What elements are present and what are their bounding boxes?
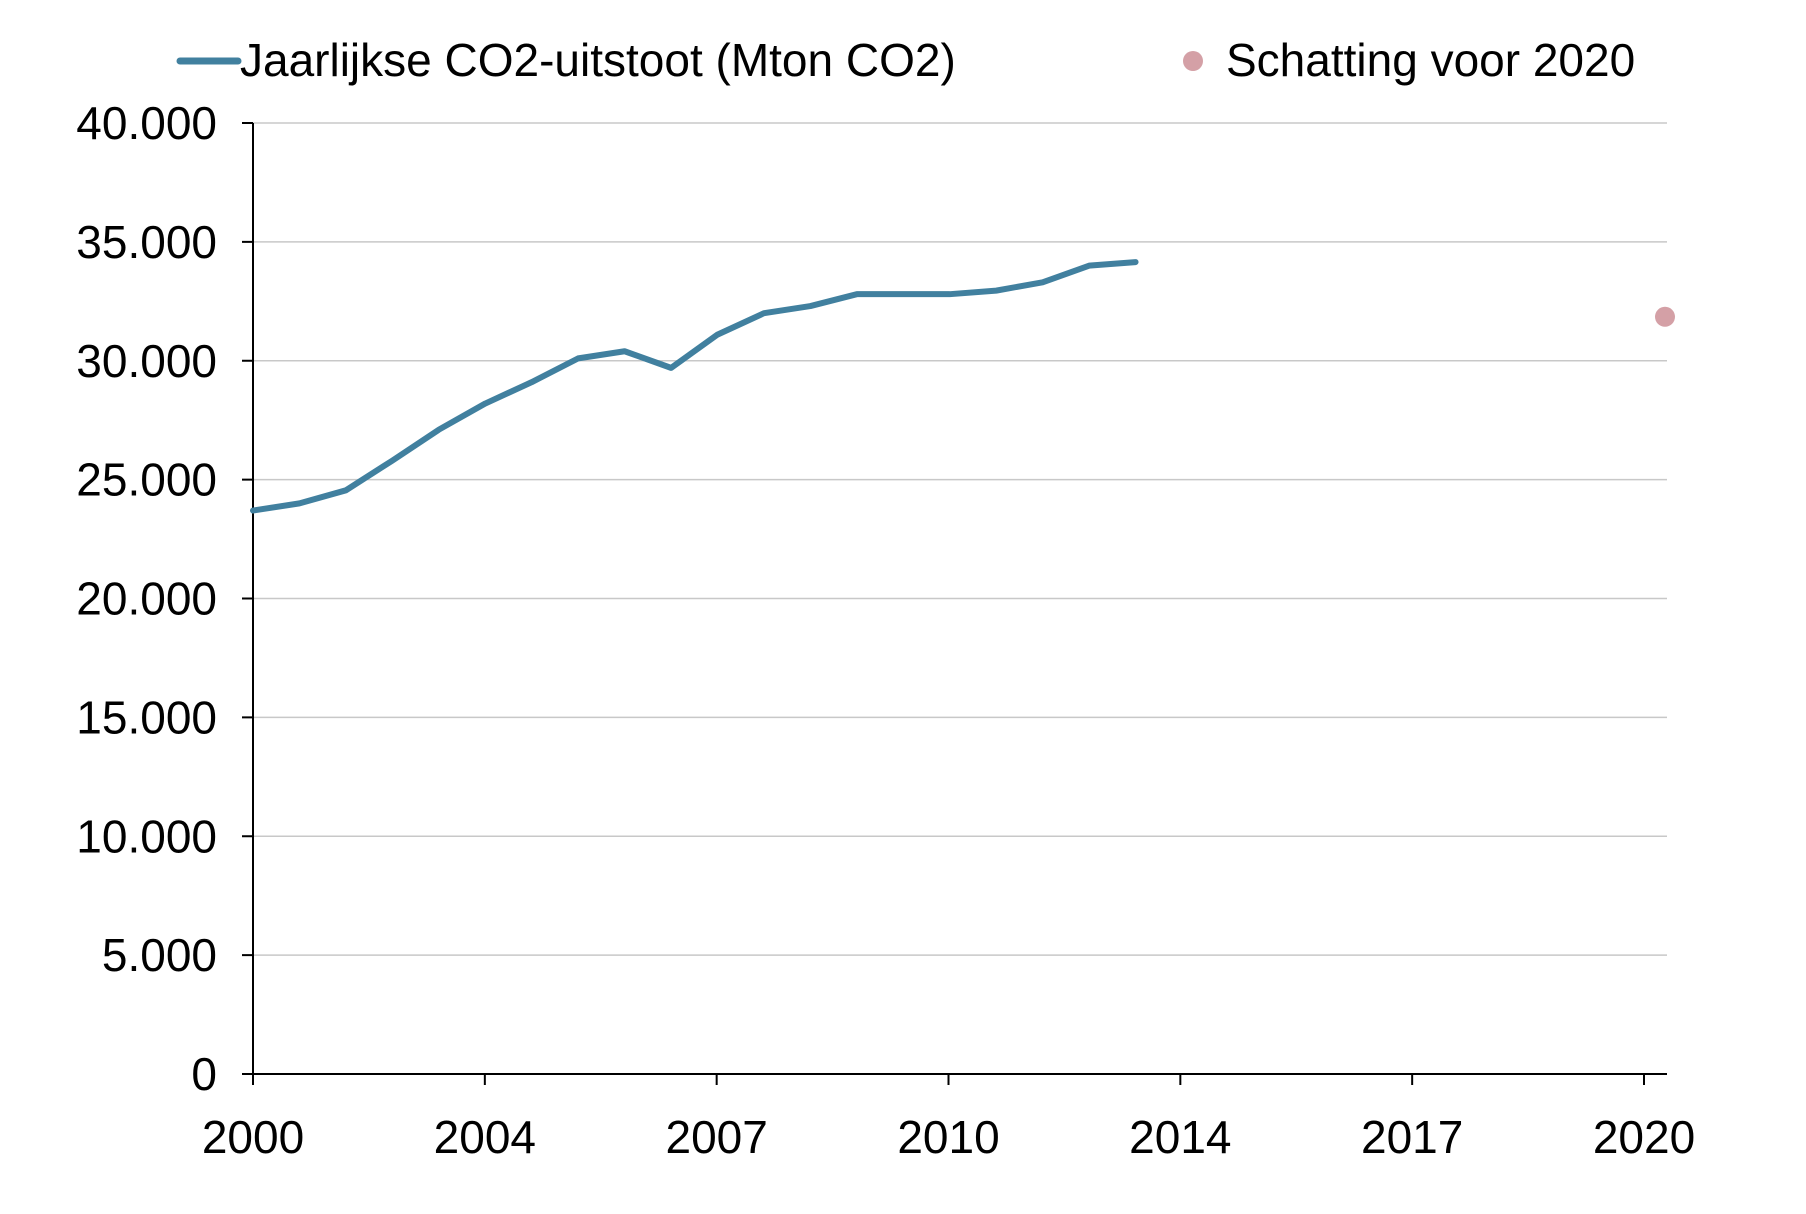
legend-label-series-1: Jaarlijkse CO2-uitstoot (Mton CO2) xyxy=(240,34,956,86)
y-tick-label: 40.000 xyxy=(76,97,217,149)
estimate-point-2020 xyxy=(1655,307,1675,327)
y-axis-tick-labels: 0 5.000 10.000 15.000 20.000 25.000 30.000 35.0… xyxy=(76,97,217,1100)
y-tick-label: 5.000 xyxy=(102,929,217,981)
y-tick-label: 30.000 xyxy=(76,335,217,387)
legend-point-swatch xyxy=(1183,51,1203,71)
x-tick-label: 2000 xyxy=(202,1111,304,1163)
x-tick-label: 2004 xyxy=(434,1111,536,1163)
y-tick-label: 0 xyxy=(191,1048,217,1100)
x-tick-label: 2017 xyxy=(1361,1111,1463,1163)
x-tick-label: 2010 xyxy=(897,1111,999,1163)
legend: Jaarlijkse CO2-uitstoot (Mton CO2) Schat… xyxy=(180,34,1635,86)
x-tick-label: 2020 xyxy=(1593,1111,1695,1163)
y-tick-label: 10.000 xyxy=(76,810,217,862)
y-tick-label: 25.000 xyxy=(76,454,217,506)
x-tick-label: 2007 xyxy=(665,1111,767,1163)
series-line-co2 xyxy=(253,262,1136,510)
x-axis-tick-labels: 2000 2004 2007 2010 2014 2017 2020 xyxy=(202,1111,1695,1163)
y-tick-label: 20.000 xyxy=(76,573,217,625)
legend-label-series-2: Schatting voor 2020 xyxy=(1226,34,1635,86)
plot-area xyxy=(253,262,1675,511)
y-tick-label: 35.000 xyxy=(76,216,217,268)
y-tick-label: 15.000 xyxy=(76,691,217,743)
axes xyxy=(242,123,1667,1085)
x-tick-label: 2014 xyxy=(1129,1111,1231,1163)
gridlines xyxy=(253,123,1667,955)
